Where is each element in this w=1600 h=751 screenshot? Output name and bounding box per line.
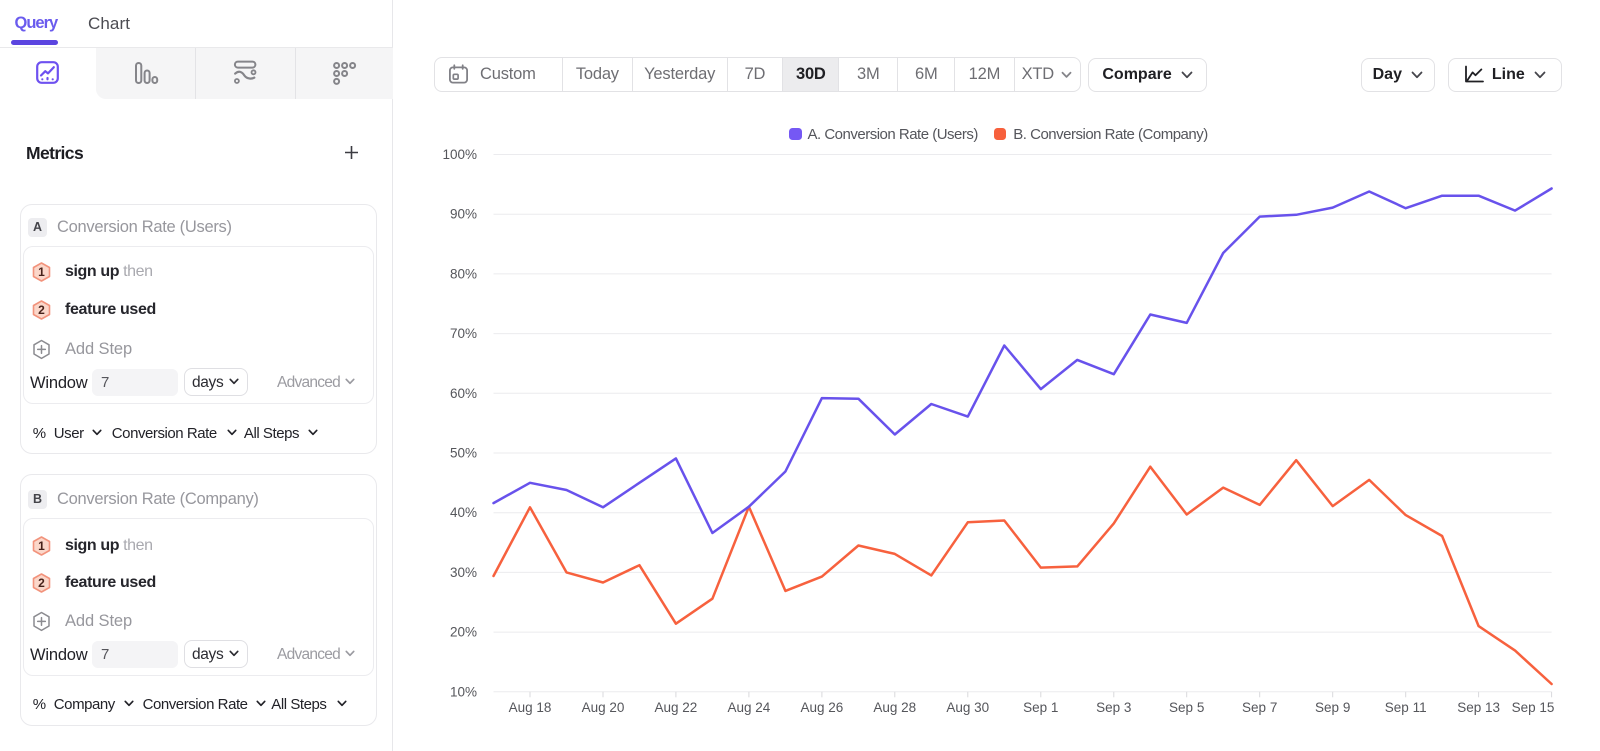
svg-text:2: 2 bbox=[38, 303, 45, 317]
svg-text:Aug 30: Aug 30 bbox=[946, 700, 989, 715]
svg-text:2: 2 bbox=[38, 576, 45, 590]
svg-text:Sep 5: Sep 5 bbox=[1169, 700, 1204, 715]
svg-text:60%: 60% bbox=[450, 386, 477, 401]
svg-text:Sep 15: Sep 15 bbox=[1512, 700, 1555, 715]
svg-text:Sep 7: Sep 7 bbox=[1242, 700, 1277, 715]
svg-text:Aug 18: Aug 18 bbox=[509, 700, 552, 715]
svg-text:30%: 30% bbox=[450, 565, 477, 580]
svg-text:Aug 22: Aug 22 bbox=[655, 700, 698, 715]
svg-text:10%: 10% bbox=[450, 684, 477, 699]
svg-text:90%: 90% bbox=[450, 207, 477, 222]
svg-text:Aug 26: Aug 26 bbox=[801, 700, 844, 715]
svg-text:Sep 3: Sep 3 bbox=[1096, 700, 1131, 715]
svg-text:Sep 13: Sep 13 bbox=[1457, 700, 1500, 715]
svg-text:1: 1 bbox=[38, 265, 45, 279]
svg-text:40%: 40% bbox=[450, 505, 477, 520]
svg-text:Sep 11: Sep 11 bbox=[1385, 700, 1427, 715]
svg-text:20%: 20% bbox=[450, 625, 477, 640]
svg-text:80%: 80% bbox=[450, 266, 477, 281]
svg-text:70%: 70% bbox=[450, 326, 477, 341]
svg-text:1: 1 bbox=[38, 539, 45, 553]
svg-text:Sep 9: Sep 9 bbox=[1315, 700, 1350, 715]
svg-text:Sep 1: Sep 1 bbox=[1023, 700, 1058, 715]
svg-text:Aug 24: Aug 24 bbox=[728, 700, 771, 715]
svg-text:100%: 100% bbox=[442, 147, 477, 162]
svg-text:50%: 50% bbox=[450, 446, 477, 461]
svg-text:Aug 28: Aug 28 bbox=[873, 700, 916, 715]
svg-text:Aug 20: Aug 20 bbox=[582, 700, 625, 715]
